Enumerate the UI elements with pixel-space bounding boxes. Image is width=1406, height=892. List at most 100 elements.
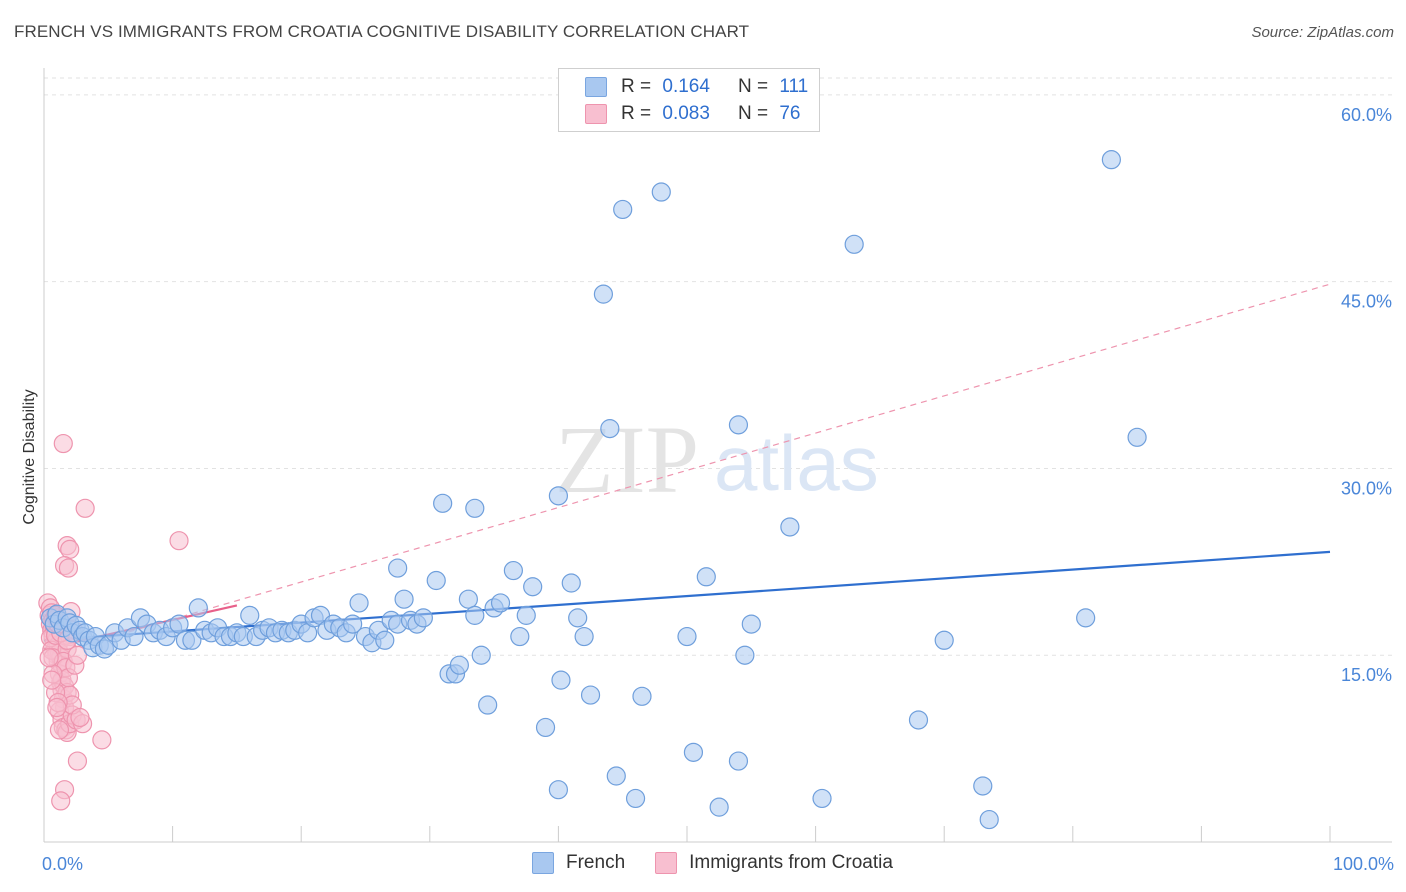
x-tick-labels: 0.0% 100.0% <box>42 854 1394 874</box>
series-legend-french: French <box>532 852 625 874</box>
point-french <box>551 670 571 690</box>
point-french <box>449 655 469 675</box>
point-french <box>510 626 530 647</box>
chart-title: FRENCH VS IMMIGRANTS FROM CROATIA COGNIT… <box>14 22 750 41</box>
watermark-zip: ZIP <box>555 406 699 513</box>
point-french <box>394 589 414 609</box>
point-french <box>240 605 260 625</box>
series-legend-croatia: Immigrants from Croatia <box>655 852 893 874</box>
series-swatch-french <box>532 852 554 874</box>
x-tick-label: 0.0% <box>42 854 83 874</box>
y-tick-label: 45.0% <box>1341 292 1392 312</box>
point-french <box>433 493 453 513</box>
point-french <box>388 558 408 578</box>
point-french <box>548 486 569 506</box>
point-croatia <box>47 697 67 718</box>
legend-swatch-croatia <box>585 104 607 124</box>
point-croatia <box>67 645 88 665</box>
point-french <box>677 626 697 647</box>
point-french <box>426 570 446 591</box>
point-french <box>580 685 601 705</box>
legend-row-french: R = 0.164 N = 111 <box>585 74 808 100</box>
point-french <box>349 593 369 613</box>
point-french <box>908 710 929 730</box>
point-croatia <box>70 707 90 728</box>
point-croatia <box>67 751 88 771</box>
point-french <box>478 695 498 715</box>
point-french <box>709 797 729 817</box>
legend-n-value: 111 <box>779 76 809 97</box>
legend-n-label: N = <box>737 76 769 97</box>
point-french <box>632 686 652 706</box>
legend-r-value: 0.164 <box>662 76 710 97</box>
point-french <box>523 577 543 597</box>
point-french <box>1127 427 1147 447</box>
point-croatia <box>92 730 112 750</box>
y-tick-labels: 15.0% 30.0% 45.0% 60.0% <box>1341 105 1392 685</box>
point-french <box>979 809 999 830</box>
y-tick-label: 30.0% <box>1341 478 1392 498</box>
point-french <box>124 626 144 647</box>
point-croatia <box>60 539 80 559</box>
point-french <box>413 608 433 628</box>
trend-line-croatia <box>43 283 1331 658</box>
point-french <box>182 630 202 650</box>
point-croatia <box>49 720 70 740</box>
series-swatch-croatia <box>655 852 678 874</box>
y-tick-label: 60.0% <box>1341 105 1392 125</box>
point-french <box>465 498 485 518</box>
gridlines <box>44 77 1392 656</box>
point-croatia <box>39 648 59 668</box>
series-label-french: French <box>566 852 626 873</box>
point-french <box>606 766 626 786</box>
legend-r-label: R = <box>621 76 652 97</box>
point-french <box>625 788 646 809</box>
legend-n-value: 76 <box>779 103 801 124</box>
point-french <box>812 788 832 809</box>
point-croatia <box>169 531 189 551</box>
point-french <box>188 598 208 618</box>
legend-swatch-french <box>585 77 607 97</box>
point-french <box>535 717 556 738</box>
x-tick-label: 100.0% <box>1333 854 1394 874</box>
point-croatia <box>42 670 62 690</box>
point-french <box>741 614 761 634</box>
watermark: ZIP atlas <box>555 406 879 513</box>
point-french <box>169 614 189 634</box>
point-french <box>651 182 671 202</box>
points-french <box>40 150 1147 830</box>
point-french <box>343 614 363 634</box>
point-french <box>844 234 864 254</box>
y-axis-label: Cognitive Disability <box>21 389 38 524</box>
point-french <box>1076 608 1096 628</box>
legend-r-value: 0.083 <box>662 103 710 124</box>
point-french <box>1101 150 1121 170</box>
point-french <box>490 593 511 613</box>
point-croatia <box>75 498 95 518</box>
point-french <box>471 645 491 665</box>
y-tick-label: 15.0% <box>1341 665 1392 685</box>
point-french <box>934 630 954 650</box>
point-croatia <box>58 558 79 578</box>
series-legend: French Immigrants from Croatia <box>532 852 923 874</box>
point-french <box>613 199 633 220</box>
point-french <box>574 626 594 647</box>
legend-row-croatia: R = 0.083 N = 76 <box>585 101 800 127</box>
axes <box>43 68 1392 843</box>
point-french <box>696 567 716 587</box>
point-french <box>568 608 588 628</box>
point-french <box>735 645 755 665</box>
point-french <box>458 589 478 609</box>
point-croatia <box>51 791 71 811</box>
series-label-croatia: Immigrants from Croatia <box>689 852 893 873</box>
point-french <box>728 751 749 771</box>
point-french <box>683 742 704 762</box>
source-label: Source: ZipAtlas.com <box>1251 24 1394 41</box>
point-french <box>516 605 536 625</box>
point-croatia <box>53 433 73 454</box>
point-french <box>728 415 749 435</box>
point-french <box>465 605 485 625</box>
point-french <box>561 573 581 593</box>
legend-r-label: R = <box>621 103 652 124</box>
